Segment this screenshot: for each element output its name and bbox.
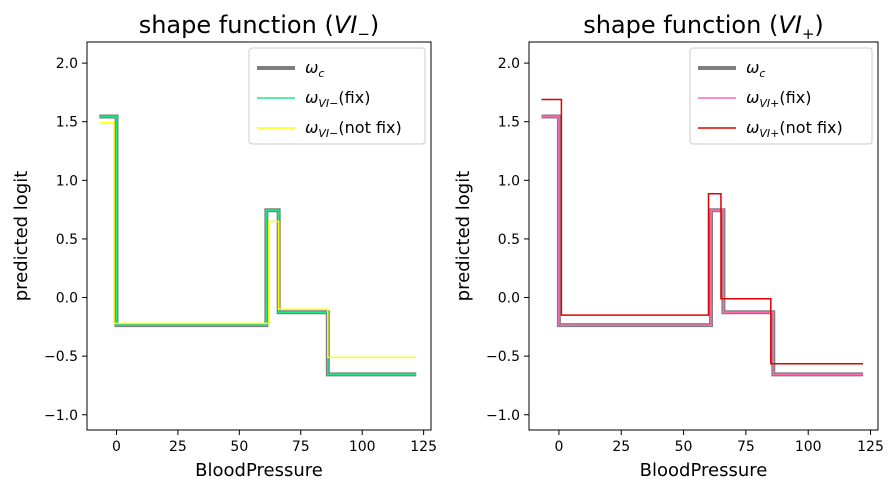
title-suffix: )	[814, 11, 823, 39]
legend-sub: VI−	[318, 127, 338, 140]
legend-suffix: (not fix)	[338, 118, 401, 137]
series-line-3	[541, 98, 864, 365]
y-tick-label: 1.5	[498, 115, 520, 131]
legend-suffix: (fix)	[779, 88, 811, 107]
series-line-2	[541, 115, 864, 376]
series-group	[99, 114, 417, 377]
legend-label-2: ωVI−(fix)	[305, 88, 370, 110]
series-group	[541, 98, 864, 377]
legend-var: ω	[746, 118, 759, 137]
x-tick-label: 100	[349, 439, 376, 455]
legend-var: ω	[746, 88, 759, 107]
x-tick-label: 50	[230, 439, 248, 455]
legend-sub: c	[318, 67, 324, 80]
plot-frame	[86, 41, 432, 431]
title-variable: VI	[778, 11, 802, 39]
legend-var: ω	[305, 118, 318, 137]
y-axis-label: predicted logit	[11, 171, 32, 302]
x-tick-label: 0	[112, 439, 121, 455]
y-tick-label: −1.0	[486, 408, 520, 424]
chart-title: shape function (VI−)	[139, 11, 380, 43]
y-tick-label: −0.5	[44, 349, 78, 365]
y-tick-label: 1.0	[56, 173, 78, 189]
y-tick-label: 2.0	[56, 56, 78, 72]
legend-sub: c	[759, 67, 765, 80]
y-tick-label: 0.0	[56, 291, 78, 307]
legend-label-2: ωVI+(fix)	[746, 88, 811, 110]
y-tick-label: 1.0	[498, 173, 520, 189]
legend-sub: VI+	[759, 97, 779, 110]
title-subscript: −	[357, 25, 370, 43]
x-tick-label: 75	[737, 439, 755, 455]
legend-sub: VI−	[318, 97, 338, 110]
x-tick-label: 100	[795, 439, 822, 455]
legend-label-1: ωc	[746, 58, 765, 80]
legend-suffix: (fix)	[338, 88, 370, 107]
y-tick-label: 1.5	[56, 115, 78, 131]
y-tick-label: 2.0	[498, 56, 520, 72]
x-axis-label: BloodPressure	[640, 460, 768, 481]
legend-label-1: ωc	[305, 58, 324, 80]
title-prefix: shape function (	[139, 11, 334, 39]
series-line-3	[99, 122, 417, 359]
x-tick-label: 0	[554, 439, 563, 455]
title-subscript: +	[802, 25, 815, 43]
legend-var: ω	[305, 88, 318, 107]
plot-frame	[528, 41, 879, 431]
legend-box	[248, 47, 426, 145]
legend-var: ω	[746, 58, 759, 77]
y-tick-label: 0.0	[498, 291, 520, 307]
x-tick-label: 125	[857, 439, 884, 455]
legend-label-3: ωVI+(not fix)	[746, 118, 843, 140]
chart-panel-1: 0 25 50 75 100 125 −1.0 −0.5 0.0 0.5 1.0 1.5 2.0 Bloo…	[11, 11, 437, 481]
x-tick-label: 25	[612, 439, 630, 455]
y-tick-label: 0.5	[498, 232, 520, 248]
y-tick-label: −1.0	[44, 408, 78, 424]
legend-var: ω	[305, 58, 318, 77]
title-variable: VI	[334, 11, 358, 39]
y-tick-label: −0.5	[486, 349, 520, 365]
x-tick-label: 75	[292, 439, 310, 455]
title-prefix: shape function (	[583, 11, 778, 39]
x-tick-label: 125	[410, 439, 437, 455]
legend-suffix: (not fix)	[779, 118, 842, 137]
x-tick-label: 50	[675, 439, 693, 455]
y-tick-label: 0.5	[56, 232, 78, 248]
chart-panel-2: 0 25 50 75 100 125 −1.0 −0.5 0.0 0.5 1.0 1.5 2.0 Bloo…	[453, 11, 884, 481]
legend-sub: VI+	[759, 127, 779, 140]
chart-title: shape function (VI+)	[583, 11, 824, 43]
x-axis-label: BloodPressure	[195, 460, 323, 481]
title-suffix: )	[370, 11, 379, 39]
y-axis-label: predicted logit	[453, 171, 474, 302]
legend-box	[689, 47, 873, 145]
legend-label-3: ωVI−(not fix)	[305, 118, 402, 140]
x-tick-label: 25	[169, 439, 187, 455]
